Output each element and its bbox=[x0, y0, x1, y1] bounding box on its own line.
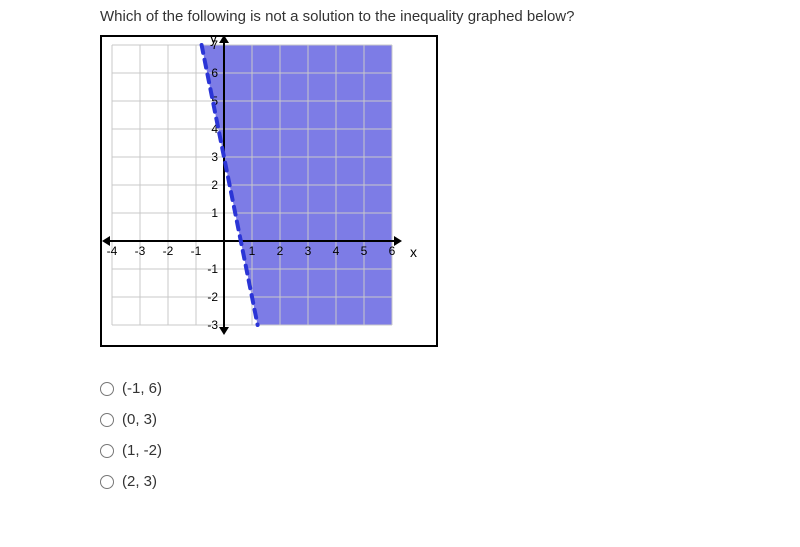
svg-text:-1: -1 bbox=[191, 244, 202, 258]
svg-text:1: 1 bbox=[211, 206, 218, 220]
graph-area: -4-3-2-1123456-3-2-11234567xy bbox=[0, 35, 800, 350]
svg-text:-1: -1 bbox=[207, 262, 218, 276]
svg-text:1: 1 bbox=[249, 244, 256, 258]
choice-0[interactable]: (-1, 6) bbox=[100, 380, 800, 397]
choice-label: (1, -2) bbox=[122, 442, 162, 459]
question-text: Which of the following is not a solution… bbox=[0, 8, 800, 35]
choice-3[interactable]: (2, 3) bbox=[100, 473, 800, 490]
choice-label: (0, 3) bbox=[122, 411, 157, 428]
svg-text:4: 4 bbox=[333, 244, 340, 258]
svg-text:-2: -2 bbox=[207, 290, 218, 304]
radio-icon bbox=[100, 475, 114, 489]
inequality-graph: -4-3-2-1123456-3-2-11234567xy bbox=[102, 37, 436, 345]
svg-text:-4: -4 bbox=[107, 244, 118, 258]
svg-text:y: y bbox=[210, 37, 217, 46]
radio-icon bbox=[100, 444, 114, 458]
svg-text:3: 3 bbox=[211, 150, 218, 164]
exercise-container: Which of the following is not a solution… bbox=[0, 8, 800, 490]
choice-1[interactable]: (0, 3) bbox=[100, 411, 800, 428]
svg-text:2: 2 bbox=[211, 178, 218, 192]
answer-choices: (-1, 6) (0, 3) (1, -2) (2, 3) bbox=[0, 350, 800, 490]
graph-frame: -4-3-2-1123456-3-2-11234567xy bbox=[100, 35, 438, 347]
choice-label: (-1, 6) bbox=[122, 380, 162, 397]
svg-text:-3: -3 bbox=[135, 244, 146, 258]
svg-text:-2: -2 bbox=[163, 244, 174, 258]
svg-text:6: 6 bbox=[389, 244, 396, 258]
choice-label: (2, 3) bbox=[122, 473, 157, 490]
svg-text:6: 6 bbox=[211, 66, 218, 80]
svg-text:-3: -3 bbox=[207, 318, 218, 332]
svg-text:5: 5 bbox=[361, 244, 368, 258]
svg-text:x: x bbox=[410, 244, 417, 260]
radio-icon bbox=[100, 413, 114, 427]
svg-text:3: 3 bbox=[305, 244, 312, 258]
radio-icon bbox=[100, 382, 114, 396]
svg-text:2: 2 bbox=[277, 244, 284, 258]
choice-2[interactable]: (1, -2) bbox=[100, 442, 800, 459]
